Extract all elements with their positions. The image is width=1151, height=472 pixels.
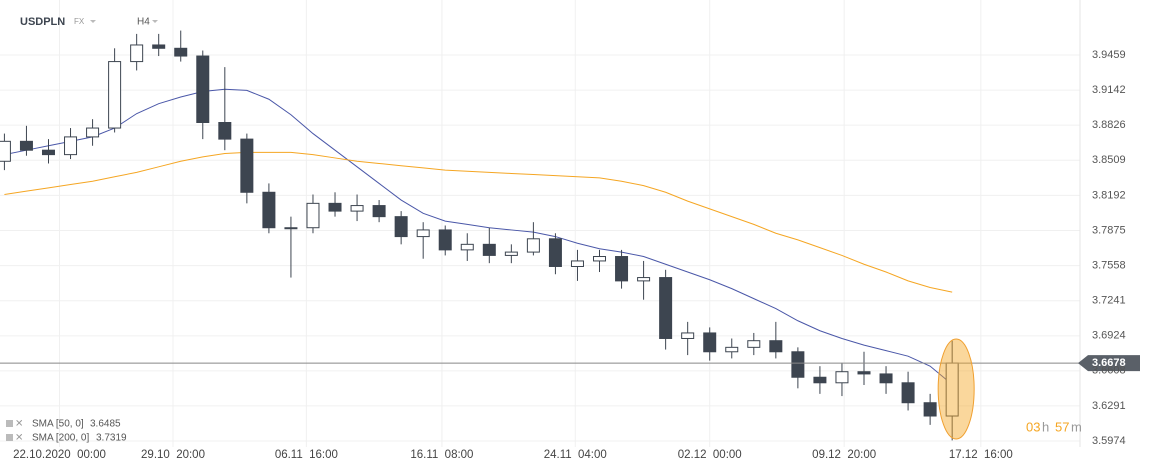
candle-body (923, 402, 937, 417)
x-tick-label: 22.10.2020 00:00 (13, 449, 106, 461)
candle-body (0, 140, 11, 162)
candle-body (901, 382, 915, 404)
candle-body (857, 371, 871, 375)
candle-body (813, 376, 827, 384)
x-tick-label: 16.11 08:00 (410, 449, 473, 461)
y-tick-label: 3.9142 (1092, 84, 1126, 96)
legend-icon (6, 420, 13, 427)
candle-body (152, 44, 166, 49)
x-tick-label: 29.10 20:00 (141, 449, 205, 461)
candle-body (570, 260, 584, 267)
candle-body (879, 373, 893, 384)
candle-body (416, 229, 430, 238)
y-tick-label: 3.8192 (1092, 189, 1126, 201)
candle-body (240, 138, 254, 193)
last-price-tag (1078, 355, 1140, 372)
legend-icon (6, 434, 13, 441)
candle-body (174, 47, 188, 57)
grid (0, 0, 1081, 447)
candle-body (637, 277, 651, 282)
candle-body (747, 340, 761, 348)
sma-line (4, 151, 953, 293)
y-tick-label: 3.6608 (1092, 365, 1126, 377)
legend-name: SMA [200, 0] (32, 433, 89, 444)
x-tick-label: 17.12 16:00 (949, 449, 1013, 461)
legend-close[interactable]: ✕ (15, 419, 23, 430)
candle-body (526, 238, 540, 253)
countdown: 03 h 57 m (1026, 419, 1082, 434)
symbol[interactable]: USDPLN (20, 16, 65, 28)
dropdown-icon[interactable] (152, 20, 158, 23)
candle-body (835, 371, 849, 384)
countdown-hours: 03 (1026, 419, 1040, 434)
candle-body (64, 136, 78, 156)
candle-body (130, 44, 144, 63)
candle-body (86, 127, 100, 138)
y-tick-label: 3.6924 (1092, 330, 1126, 342)
countdown-unit: m (1071, 419, 1082, 434)
candle-body (548, 238, 562, 267)
candle-body (593, 256, 607, 262)
candle-body (19, 140, 33, 151)
y-tick-label: 3.7241 (1092, 295, 1126, 307)
candle-body (306, 202, 320, 229)
candle-body (460, 243, 474, 251)
last-price-label: 3.6678 (1092, 357, 1126, 369)
candle-body (350, 205, 364, 212)
sma-line (4, 88, 953, 385)
candle-body (681, 332, 695, 339)
candle-body (372, 205, 386, 218)
candle-body (328, 202, 342, 212)
y-tick-label: 3.7875 (1092, 224, 1126, 236)
candle-body (659, 277, 673, 339)
highlight (937, 338, 975, 440)
candle-body (769, 340, 783, 353)
y-tick-label: 3.8509 (1092, 154, 1126, 166)
candle-body (703, 332, 717, 353)
y-tick-label: 3.6291 (1092, 400, 1126, 412)
y-tick-label: 3.8826 (1092, 119, 1126, 131)
candle-body (196, 55, 210, 123)
candle-body (482, 243, 496, 256)
x-tick-label: 02.12 00:00 (678, 449, 742, 461)
legend: ✕ SMA [50, 0] 3.6485 ✕ SMA [200, 0] 3.7319 (6, 419, 127, 444)
interval[interactable]: H4 (137, 17, 150, 28)
candle-body (791, 351, 805, 378)
candle-body (615, 256, 629, 282)
x-tick-label: 06.11 16:00 (275, 449, 338, 461)
legend-value: 3.7319 (96, 433, 127, 444)
y-tick-label: 3.5974 (1092, 435, 1126, 447)
legend-name: SMA [50, 0] (32, 419, 84, 430)
candle-body (218, 122, 232, 140)
x-tick-label: 24.11 04:00 (544, 449, 607, 461)
countdown-minutes: 57 (1055, 419, 1069, 434)
candle-body (725, 346, 739, 353)
legend-close[interactable]: ✕ (15, 433, 23, 444)
candle-body (438, 229, 452, 251)
candle-body (504, 251, 518, 256)
market: FX (74, 17, 85, 26)
candle-body (262, 191, 276, 229)
plot-area: 3.6678 (0, 30, 1140, 441)
legend-value: 3.6485 (90, 419, 121, 430)
candle-body (108, 61, 122, 129)
dropdown-icon[interactable] (90, 20, 96, 23)
x-tick-label: 09.12 20:00 (812, 449, 876, 461)
countdown-unit: h (1042, 419, 1049, 434)
y-tick-label: 3.7558 (1092, 260, 1126, 272)
candle-body (284, 227, 298, 230)
y-tick-label: 3.9459 (1092, 49, 1126, 61)
candle-body (394, 216, 408, 238)
candle-body (41, 149, 55, 156)
